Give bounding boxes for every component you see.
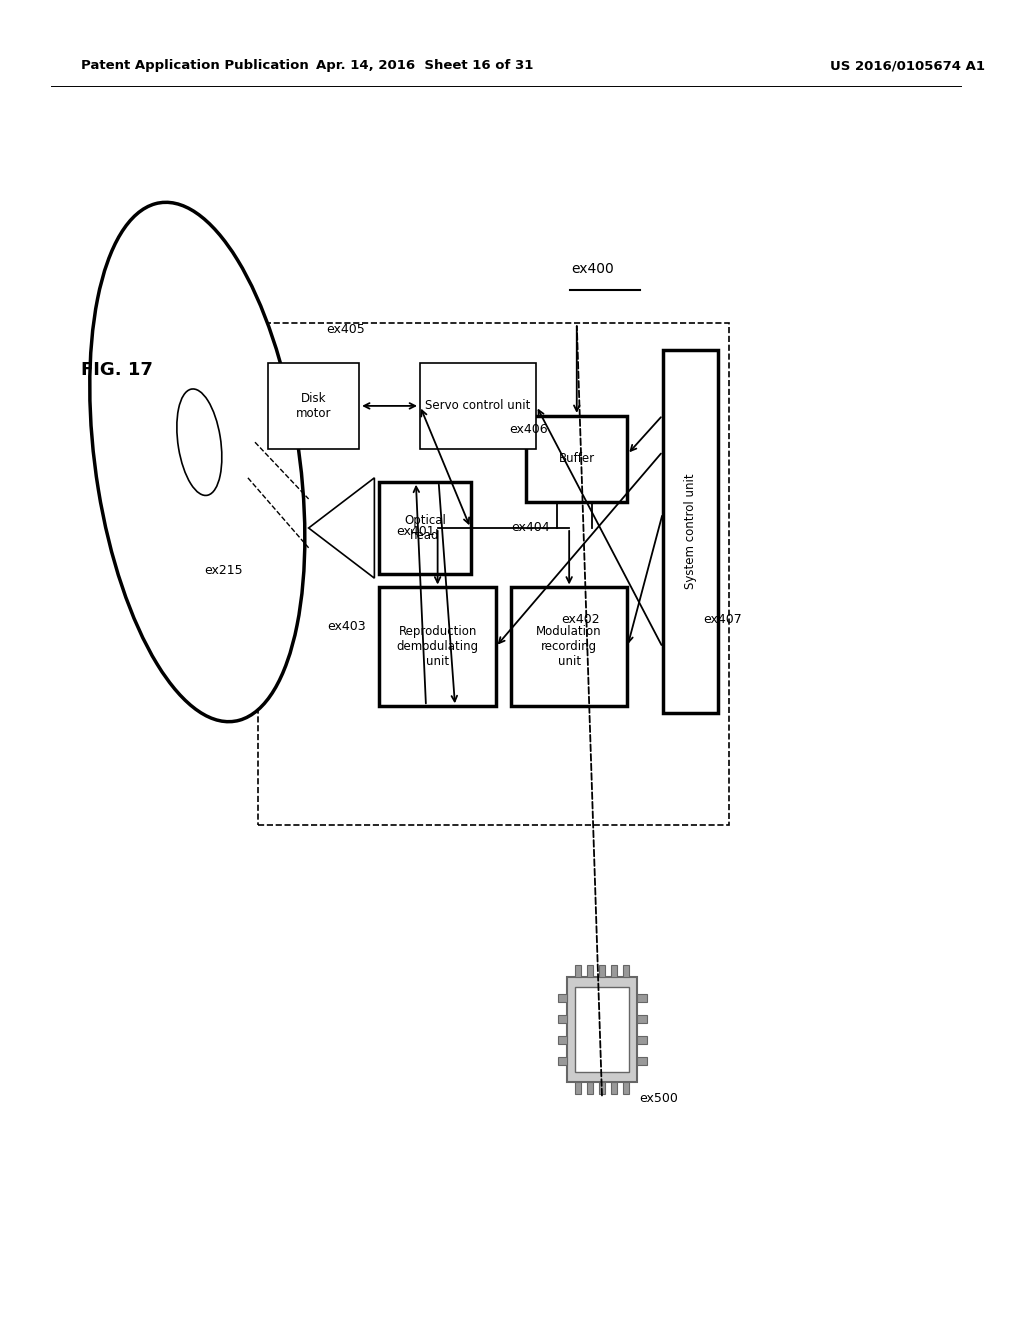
FancyBboxPatch shape [557,1036,566,1044]
FancyBboxPatch shape [599,1082,605,1094]
Text: ex402: ex402 [561,612,600,626]
Text: Modulation
recording
unit: Modulation recording unit [537,626,602,668]
Text: US 2016/0105674 A1: US 2016/0105674 A1 [829,59,985,73]
Text: ex406: ex406 [509,422,548,436]
Text: ex400: ex400 [571,263,614,276]
FancyBboxPatch shape [511,587,628,706]
FancyBboxPatch shape [638,1036,646,1044]
Text: Apr. 14, 2016  Sheet 16 of 31: Apr. 14, 2016 Sheet 16 of 31 [316,59,534,73]
Text: Buffer: Buffer [559,453,595,465]
Text: System control unit: System control unit [684,474,697,589]
Text: Reproduction
demodulating
unit: Reproduction demodulating unit [396,626,478,668]
FancyBboxPatch shape [557,1015,566,1023]
Text: Optical
head: Optical head [404,513,445,543]
FancyBboxPatch shape [380,482,470,574]
Text: ex401: ex401 [396,524,435,537]
FancyBboxPatch shape [623,965,629,977]
FancyBboxPatch shape [575,965,582,977]
FancyBboxPatch shape [611,1082,616,1094]
FancyBboxPatch shape [599,965,605,977]
FancyBboxPatch shape [526,416,628,502]
FancyBboxPatch shape [638,994,646,1002]
Ellipse shape [90,202,305,722]
FancyBboxPatch shape [575,1082,582,1094]
Text: Patent Application Publication: Patent Application Publication [81,59,308,73]
Text: ex407: ex407 [703,612,742,626]
FancyBboxPatch shape [638,1057,646,1065]
FancyBboxPatch shape [566,977,638,1082]
Text: ex404: ex404 [511,520,550,533]
Text: ex500: ex500 [639,1092,678,1105]
Ellipse shape [177,389,222,495]
FancyBboxPatch shape [557,994,566,1002]
Text: Servo control unit: Servo control unit [425,400,530,412]
FancyBboxPatch shape [638,1015,646,1023]
FancyBboxPatch shape [623,1082,629,1094]
Text: ex405: ex405 [326,322,365,335]
Text: ex403: ex403 [328,619,367,632]
Text: ex215: ex215 [204,564,243,577]
FancyBboxPatch shape [557,1057,566,1065]
FancyBboxPatch shape [380,587,496,706]
Text: Disk
motor: Disk motor [296,392,332,420]
FancyBboxPatch shape [268,363,359,449]
FancyBboxPatch shape [587,1082,593,1094]
FancyBboxPatch shape [587,965,593,977]
FancyBboxPatch shape [574,987,630,1072]
Text: FIG. 17: FIG. 17 [81,360,153,379]
FancyBboxPatch shape [611,965,616,977]
FancyBboxPatch shape [663,350,719,713]
FancyBboxPatch shape [420,363,537,449]
